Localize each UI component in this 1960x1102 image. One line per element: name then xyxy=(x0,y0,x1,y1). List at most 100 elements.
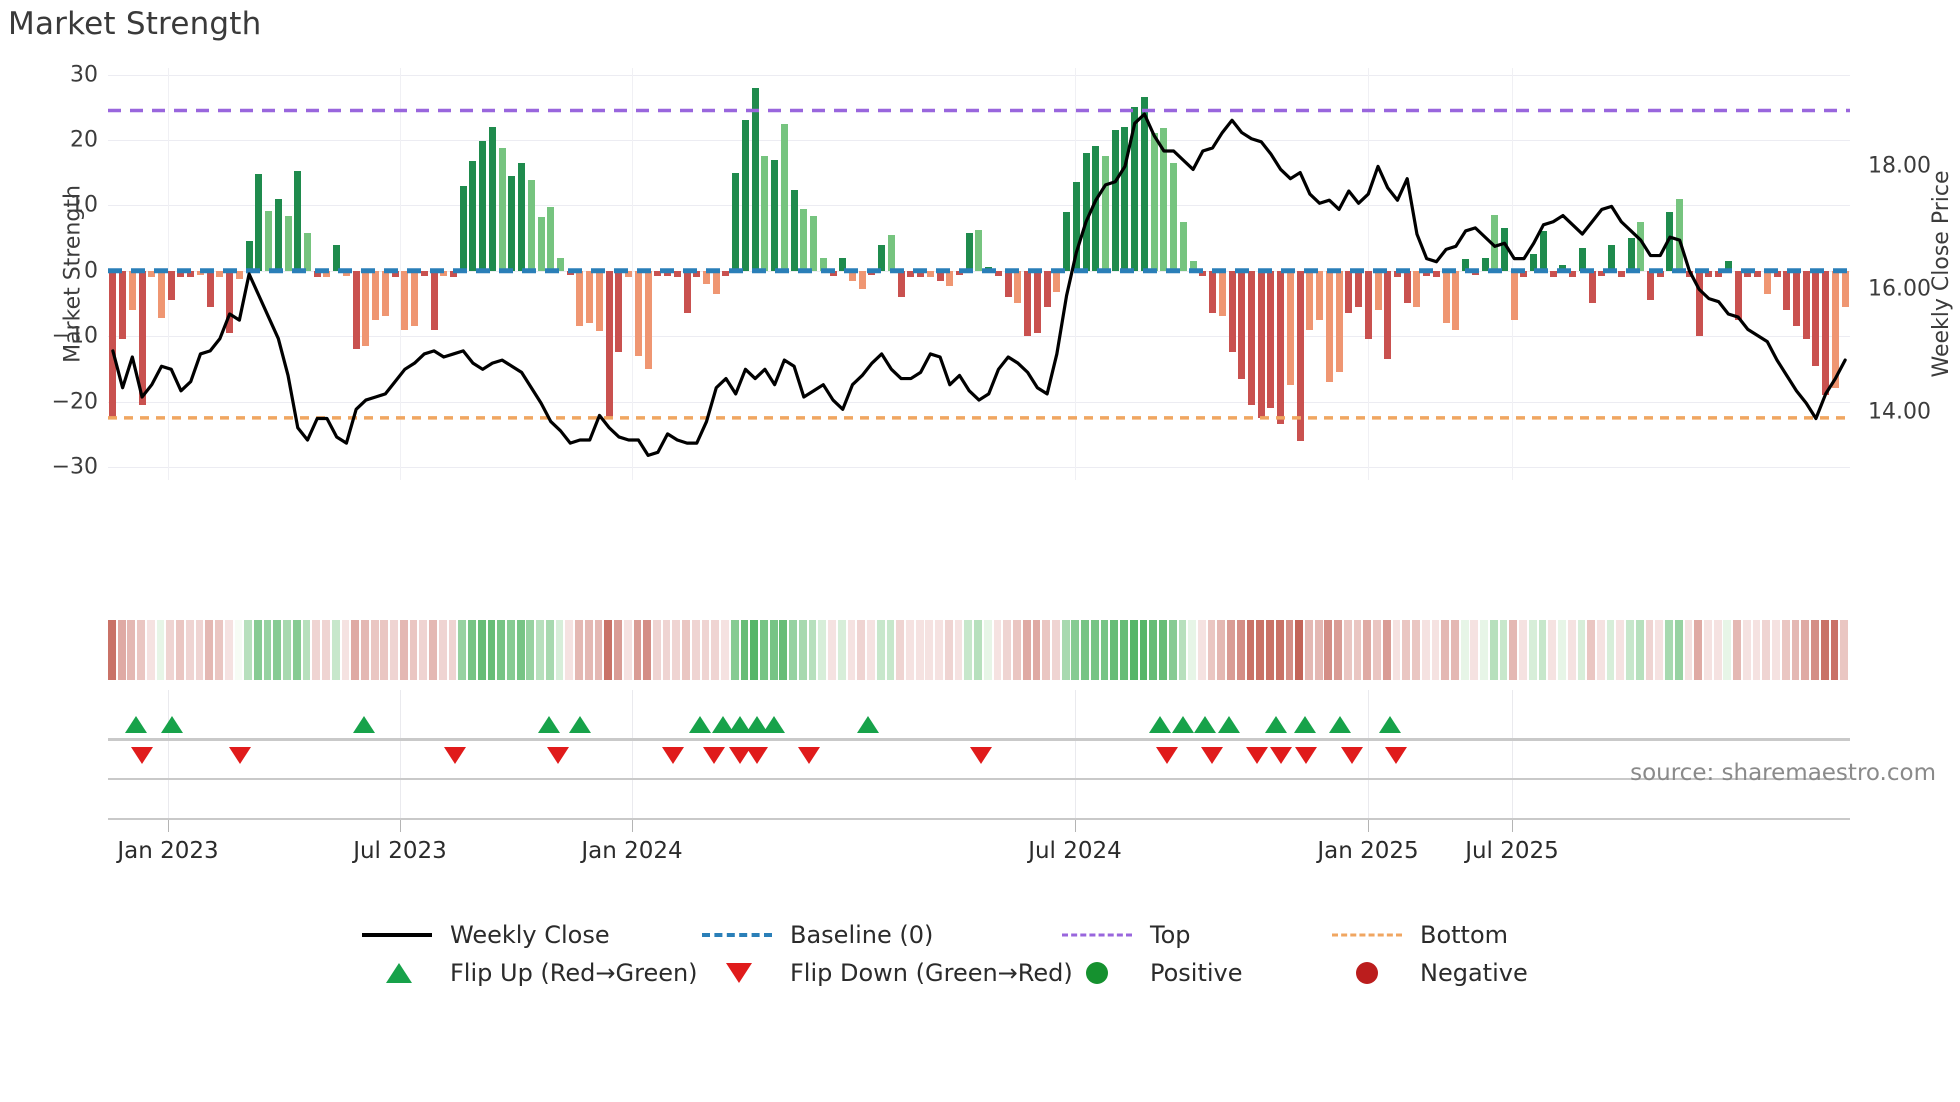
heatmap-cell xyxy=(419,620,428,680)
dotted-line-icon xyxy=(1332,933,1402,937)
heatmap-cell xyxy=(857,620,866,680)
heatmap-cell xyxy=(1772,620,1780,680)
heatmap-cell xyxy=(253,620,262,680)
legend-item-flip-down[interactable]: Flip Down (Green→Red) xyxy=(700,956,1073,990)
heatmap-cell xyxy=(1373,620,1381,680)
heatmap-cell xyxy=(691,620,700,680)
heatmap-cell xyxy=(1013,620,1021,680)
heatmap-cell xyxy=(1791,620,1800,680)
legend-item-baseline[interactable]: Baseline (0) xyxy=(700,918,933,952)
lower-gridline-x-0 xyxy=(168,690,169,830)
legend-item-positive[interactable]: Positive xyxy=(1060,956,1243,990)
heatmap-cell xyxy=(1392,620,1401,680)
legend-item-bottom[interactable]: Bottom xyxy=(1330,918,1508,952)
heatmap-cell xyxy=(1402,620,1411,680)
heatmap-cell xyxy=(1587,620,1596,680)
heatmap-cell xyxy=(886,620,895,680)
heatmap-cell xyxy=(779,620,788,680)
chart-legend: Weekly Close Baseline (0) Top Bottom Flip Up… xyxy=(0,918,1960,1028)
heatmap-cell xyxy=(1548,620,1557,680)
x-tickmark-3 xyxy=(1075,820,1076,832)
heatmap-cell xyxy=(1626,620,1634,680)
heatmap-cell xyxy=(555,620,564,680)
heatmap-cell xyxy=(1577,620,1586,680)
heatmap-cell xyxy=(867,620,875,680)
heatmap-cell xyxy=(721,620,729,680)
heatmap-cell xyxy=(1684,620,1693,680)
heatmap-cell xyxy=(195,620,204,680)
flip-down-marker-icon xyxy=(444,747,466,764)
y-tick-right-2: 14.00 xyxy=(1868,399,1931,425)
heatmap-cell xyxy=(283,620,291,680)
heatmap-cell xyxy=(1781,620,1790,680)
heatmap-cell xyxy=(1295,620,1304,680)
flip-marker-band xyxy=(108,690,1850,786)
heatmap-cell xyxy=(1090,620,1099,680)
heatmap-cell xyxy=(730,620,739,680)
x-axis-ticks: Jan 2023 Jul 2023 Jan 2024 Jul 2024 Jan 2025… xyxy=(108,820,1850,864)
heatmap-cell xyxy=(1334,620,1342,680)
legend-item-top[interactable]: Top xyxy=(1060,918,1191,952)
heatmap-cell xyxy=(896,620,905,680)
heatmap-cell xyxy=(672,620,681,680)
flip-up-marker-icon xyxy=(1194,716,1216,733)
heatmap-cell xyxy=(429,620,437,680)
heatmap-cell xyxy=(808,620,817,680)
baseline-zero-line xyxy=(108,268,1850,274)
legend-label-baseline: Baseline (0) xyxy=(790,921,934,949)
heatmap-cell xyxy=(1412,620,1420,680)
flip-up-marker-icon xyxy=(161,716,183,733)
heatmap-cell xyxy=(818,620,827,680)
heatmap-cell xyxy=(604,620,613,680)
heatmap-cell xyxy=(565,620,574,680)
heatmap-cell xyxy=(623,620,632,680)
legend-item-flip-up[interactable]: Flip Up (Red→Green) xyxy=(360,956,698,990)
flip-down-marker-icon xyxy=(1270,747,1292,764)
heatmap-cell xyxy=(302,620,311,680)
lower-gridline-x-4 xyxy=(1368,690,1369,830)
heatmap-cell xyxy=(1324,620,1333,680)
heatmap-cell xyxy=(614,620,622,680)
flip-down-marker-icon xyxy=(1246,747,1268,764)
flip-up-marker-icon xyxy=(1172,716,1194,733)
heatmap-cell xyxy=(176,620,184,680)
lower-gridline-x-1 xyxy=(400,690,401,830)
legend-item-negative[interactable]: Negative xyxy=(1330,956,1528,990)
flip-down-marker-icon xyxy=(662,747,684,764)
heatmap-cell xyxy=(1830,620,1839,680)
lower-gridline-x-3 xyxy=(1075,690,1076,830)
heatmap-cell xyxy=(1178,620,1187,680)
heatmap-cell xyxy=(409,620,418,680)
heatmap-cell xyxy=(108,620,116,680)
heatmap-cell xyxy=(847,620,856,680)
heatmap-cell xyxy=(468,620,476,680)
heatmap-cell xyxy=(244,620,253,680)
heatmap-cell xyxy=(1168,620,1177,680)
heatmap-cell xyxy=(146,620,155,680)
flip-down-marker-icon xyxy=(1385,747,1407,764)
heatmap-cell xyxy=(1742,620,1751,680)
heatmap-cell xyxy=(1733,620,1741,680)
flip-down-marker-icon xyxy=(729,747,751,764)
heatmap-cell xyxy=(1110,620,1119,680)
heatmap-cell xyxy=(1236,620,1245,680)
heatmap-cell xyxy=(876,620,885,680)
flip-down-marker-icon xyxy=(1295,747,1317,764)
legend-label-positive: Positive xyxy=(1150,959,1243,987)
heatmap-cell xyxy=(273,620,282,680)
heatmap-cell xyxy=(1441,620,1450,680)
heatmap-cell xyxy=(837,620,846,680)
flip-up-marker-icon xyxy=(746,716,768,733)
lower-gridline-x-5 xyxy=(1512,690,1513,830)
heatmap-cell xyxy=(1139,620,1148,680)
heatmap-cell xyxy=(477,620,486,680)
flip-up-marker-icon xyxy=(569,716,591,733)
heatmap-cell xyxy=(351,620,360,680)
heatmap-cell xyxy=(643,620,652,680)
heatmap-cell xyxy=(652,620,661,680)
legend-item-weekly-close[interactable]: Weekly Close xyxy=(360,918,610,952)
heatmap-cell xyxy=(1256,620,1265,680)
flip-down-marker-icon xyxy=(970,747,992,764)
legend-label-flip-up: Flip Up (Red→Green) xyxy=(450,959,698,987)
strength-heatmap-strip xyxy=(108,620,1850,680)
